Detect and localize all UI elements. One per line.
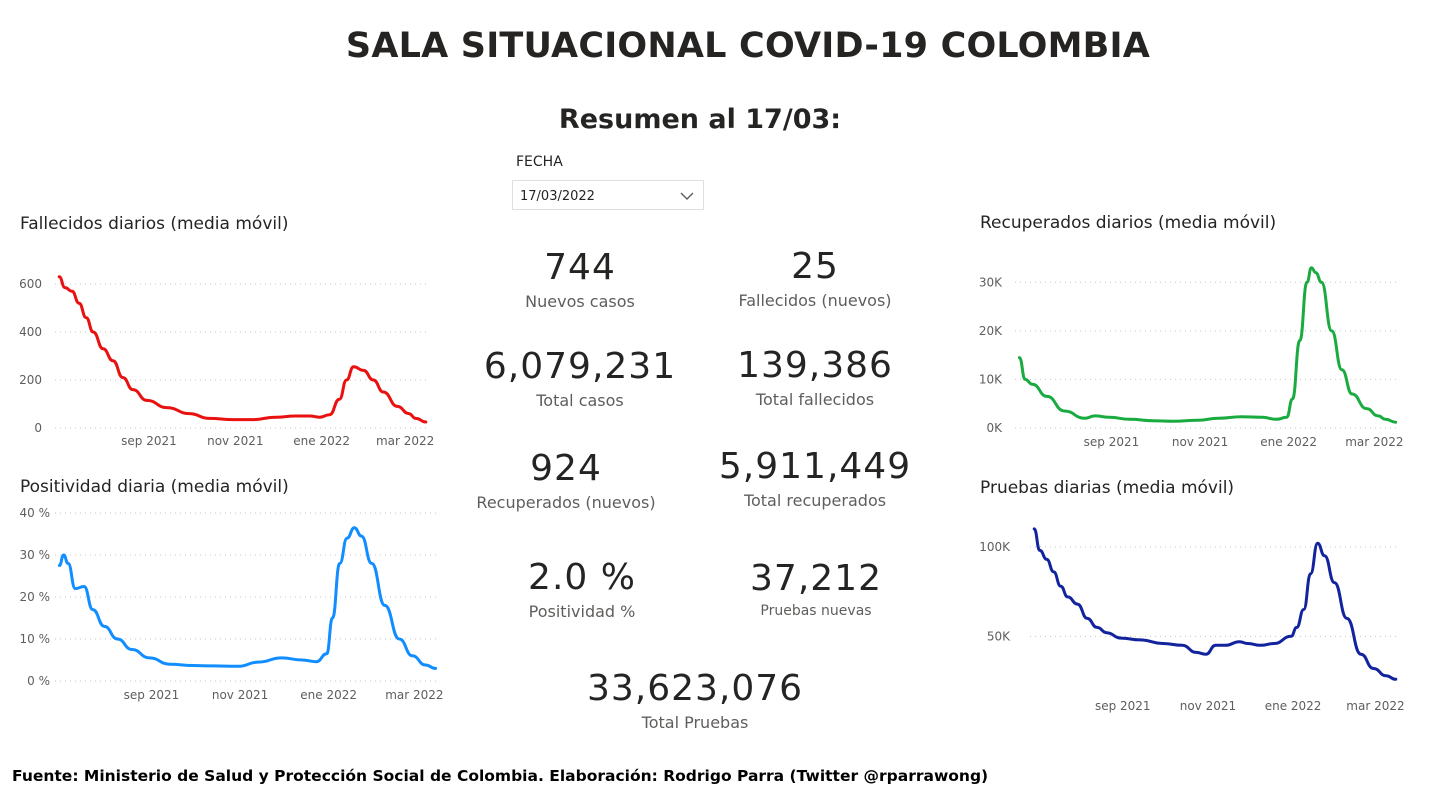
page-title: SALA SITUACIONAL COVID-19 COLOMBIA	[345, 26, 1151, 66]
y-tick-label: 200	[19, 373, 42, 387]
kpi-label: Total casos	[536, 391, 624, 410]
x-tick-label: ene 2022	[300, 688, 357, 702]
kpi-label: Pruebas nuevas	[760, 603, 872, 619]
kpi-nuevos-casos: 744 Nuevos casos	[460, 247, 700, 311]
kpi-value: 5,911,449	[718, 446, 912, 487]
series-line-positividad	[57, 526, 438, 670]
y-tick-label: 0 %	[27, 674, 50, 688]
kpi-label: Fallecidos (nuevos)	[738, 291, 892, 310]
kpi-total-recuperados: 5,911,449 Total recuperados	[695, 446, 935, 510]
x-tick-label: sep 2021	[1095, 699, 1151, 713]
kpi-value: 37,212	[750, 558, 882, 599]
y-tick-label: 100K	[979, 540, 1011, 554]
series-line-pruebas	[1032, 527, 1398, 681]
chart-fallecidos: 0 200 400 600 sep 2021 nov 2021 ene 2022 mar 20…	[19, 275, 434, 448]
chart-title-pruebas: Pruebas diarias (media móvil)	[980, 478, 1235, 498]
kpi-recuperados-nuevos: 924 Recuperados (nuevos)	[446, 448, 686, 512]
kpi-total-fallecidos: 139,386 Total fallecidos	[695, 345, 935, 409]
y-tick-label: 10 %	[20, 632, 51, 646]
kpi-value: 744	[544, 247, 616, 288]
kpi-label: Total fallecidos	[755, 390, 875, 409]
x-tick-label: nov 2021	[1180, 699, 1236, 713]
kpi-label: Nuevos casos	[525, 292, 635, 311]
kpi-label: Recuperados (nuevos)	[476, 493, 656, 512]
chart-pruebas: 50K 100K sep 2021 nov 2021 ene 2022 mar 2022	[979, 527, 1405, 713]
x-tick-label: mar 2022	[376, 434, 434, 448]
page-subtitle: Resumen al 17/03:	[558, 104, 842, 135]
date-filter-label: FECHA	[516, 154, 563, 170]
y-tick-label: 0	[34, 421, 42, 435]
kpi-value: 6,079,231	[483, 346, 677, 387]
y-tick-label: 50K	[987, 629, 1011, 643]
y-tick-label: 600	[19, 277, 42, 291]
x-tick-label: sep 2021	[124, 688, 180, 702]
kpi-pruebas-nuevas: 37,212 Pruebas nuevas	[696, 558, 936, 619]
x-tick-label: nov 2021	[207, 434, 263, 448]
x-tick-label: ene 2022	[293, 434, 350, 448]
date-filter-value: 17/03/2022	[520, 189, 595, 204]
series-line-recuperados	[1017, 266, 1398, 424]
kpi-label: Total recuperados	[743, 491, 887, 510]
date-filter-dropdown[interactable]: 17/03/2022	[512, 180, 704, 210]
kpi-fallecidos-nuevos: 25 Fallecidos (nuevos)	[695, 246, 935, 310]
chart-positividad: 0 % 10 % 20 % 30 % 40 % sep 2021 nov 2021 ene 2…	[20, 506, 444, 702]
y-tick-label: 10K	[979, 372, 1003, 386]
y-tick-label: 30K	[979, 275, 1003, 289]
source-footer: Fuente: Ministerio de Salud y Protección…	[12, 767, 989, 785]
kpi-value: 924	[530, 448, 602, 489]
x-tick-label: sep 2021	[1084, 435, 1140, 449]
x-tick-label: mar 2022	[1346, 699, 1404, 713]
x-tick-label: mar 2022	[385, 688, 443, 702]
y-tick-label: 30 %	[20, 548, 51, 562]
y-tick-label: 0K	[986, 421, 1003, 435]
kpi-label: Total Pruebas	[641, 713, 749, 732]
kpi-value: 33,623,076	[586, 668, 804, 709]
y-tick-label: 40 %	[20, 506, 51, 520]
kpi-value: 25	[791, 246, 839, 287]
chart-title-recuperados: Recuperados diarios (media móvil)	[980, 213, 1277, 233]
x-tick-label: nov 2021	[212, 688, 268, 702]
x-tick-label: nov 2021	[1172, 435, 1228, 449]
chart-recuperados: 0K 10K 20K 30K sep 2021 nov 2021 ene 2022 mar 2…	[979, 266, 1404, 449]
chevron-down-icon	[679, 188, 695, 207]
x-tick-label: mar 2022	[1345, 435, 1403, 449]
series-line-fallecidos	[57, 275, 428, 424]
x-tick-label: ene 2022	[1265, 699, 1322, 713]
kpi-positividad: 2.0 % Positividad %	[462, 557, 702, 621]
kpi-total-pruebas: 33,623,076 Total Pruebas	[575, 668, 815, 732]
x-tick-label: sep 2021	[121, 434, 177, 448]
kpi-value: 2.0 %	[528, 557, 636, 598]
y-tick-label: 400	[19, 325, 42, 339]
x-tick-label: ene 2022	[1260, 435, 1317, 449]
kpi-label: Positividad %	[528, 602, 636, 621]
kpi-total-casos: 6,079,231 Total casos	[460, 346, 700, 410]
y-tick-label: 20K	[979, 324, 1003, 338]
y-tick-label: 20 %	[20, 590, 51, 604]
chart-title-fallecidos: Fallecidos diarios (media móvil)	[20, 214, 289, 234]
kpi-value: 139,386	[737, 345, 893, 386]
chart-title-positividad: Positividad diaria (media móvil)	[20, 477, 289, 497]
